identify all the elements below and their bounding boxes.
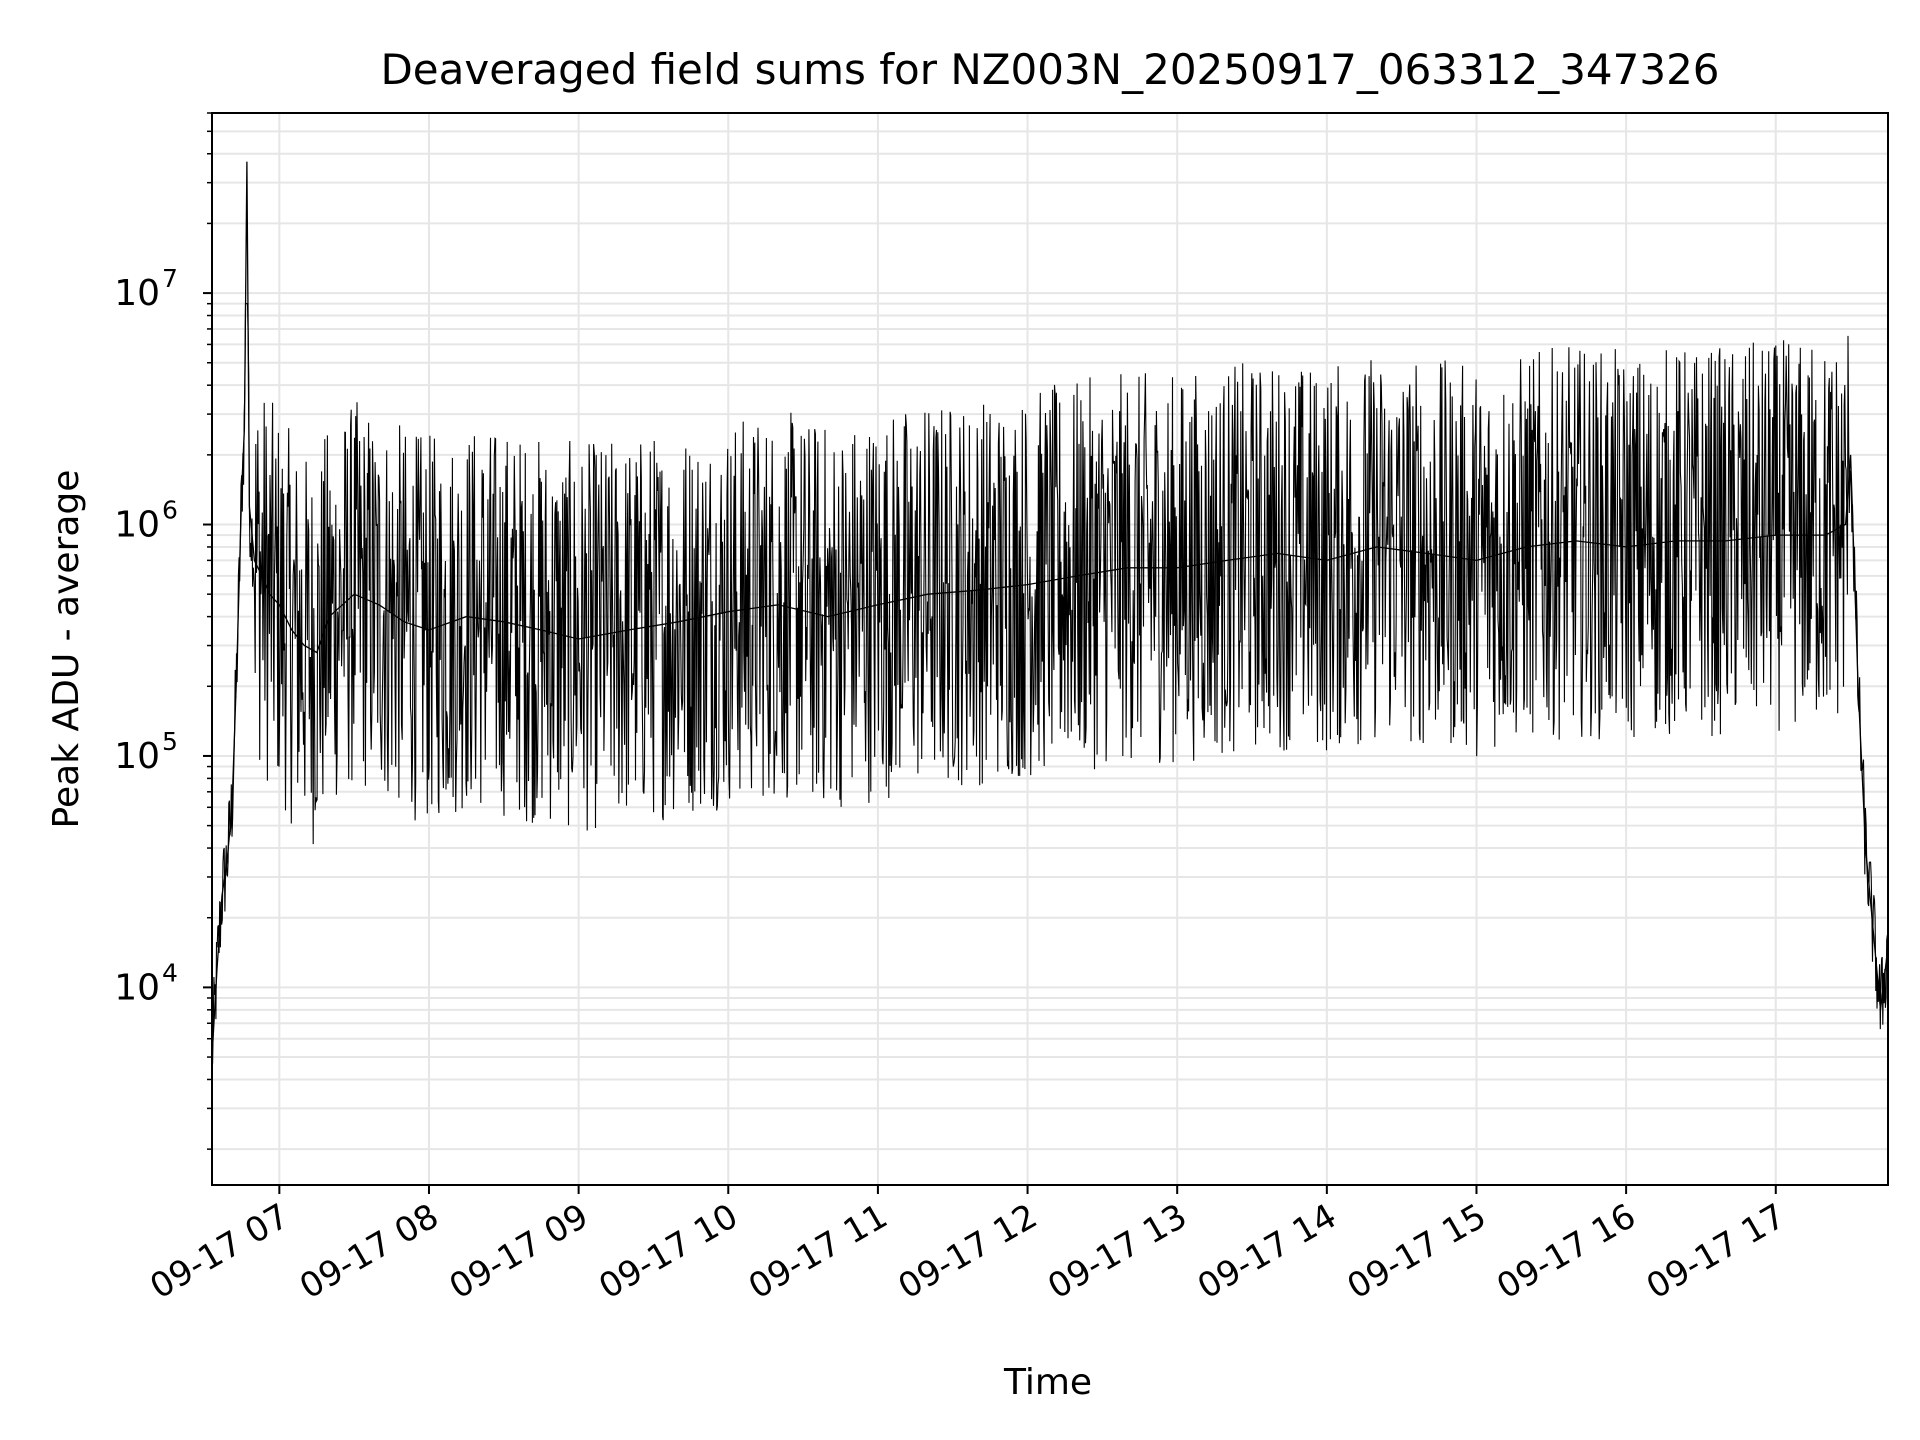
y-tick-label-exponent: 4 [162,958,178,987]
y-axis-label: Peak ADU - average [46,470,87,829]
plot-frame [211,112,1889,1186]
series-noise-line [211,303,1889,1064]
y-tick-label: 10 [114,967,160,1008]
series-line [211,161,1889,1058]
y-tick-label: 10 [114,505,160,546]
y-tick-label-exponent: 7 [162,264,178,293]
chart-title: Deaveraged field sums for NZ003N_2025091… [380,45,1719,94]
y-tick-label: 10 [114,273,160,314]
y-tick-label-exponent: 6 [162,496,178,525]
y-tick-label-exponent: 5 [162,727,178,756]
series-layer [211,161,1889,1064]
y-tick-label: 10 [114,736,160,777]
x-axis-label: Time [1003,1362,1092,1403]
